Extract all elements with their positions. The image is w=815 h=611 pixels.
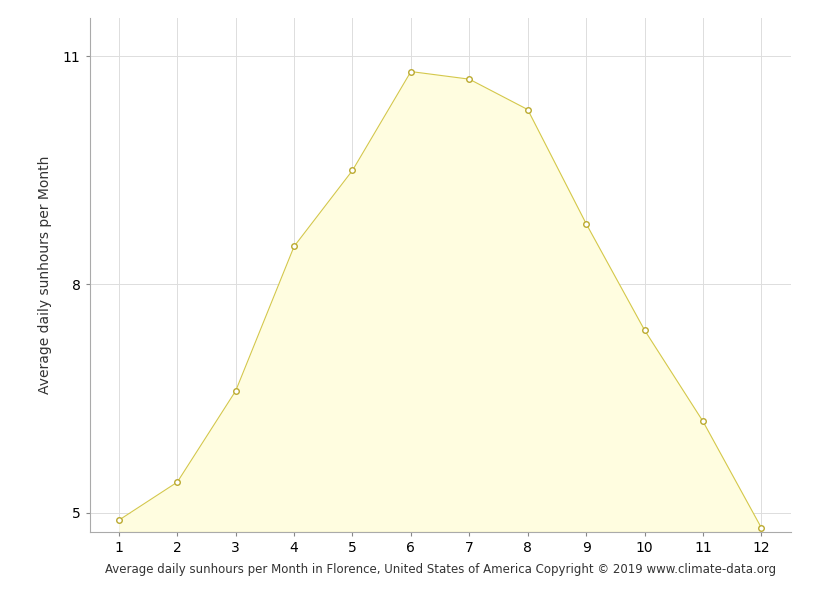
X-axis label: Average daily sunhours per Month in Florence, United States of America Copyright: Average daily sunhours per Month in Flor… [104, 563, 776, 576]
Y-axis label: Average daily sunhours per Month: Average daily sunhours per Month [37, 156, 52, 394]
